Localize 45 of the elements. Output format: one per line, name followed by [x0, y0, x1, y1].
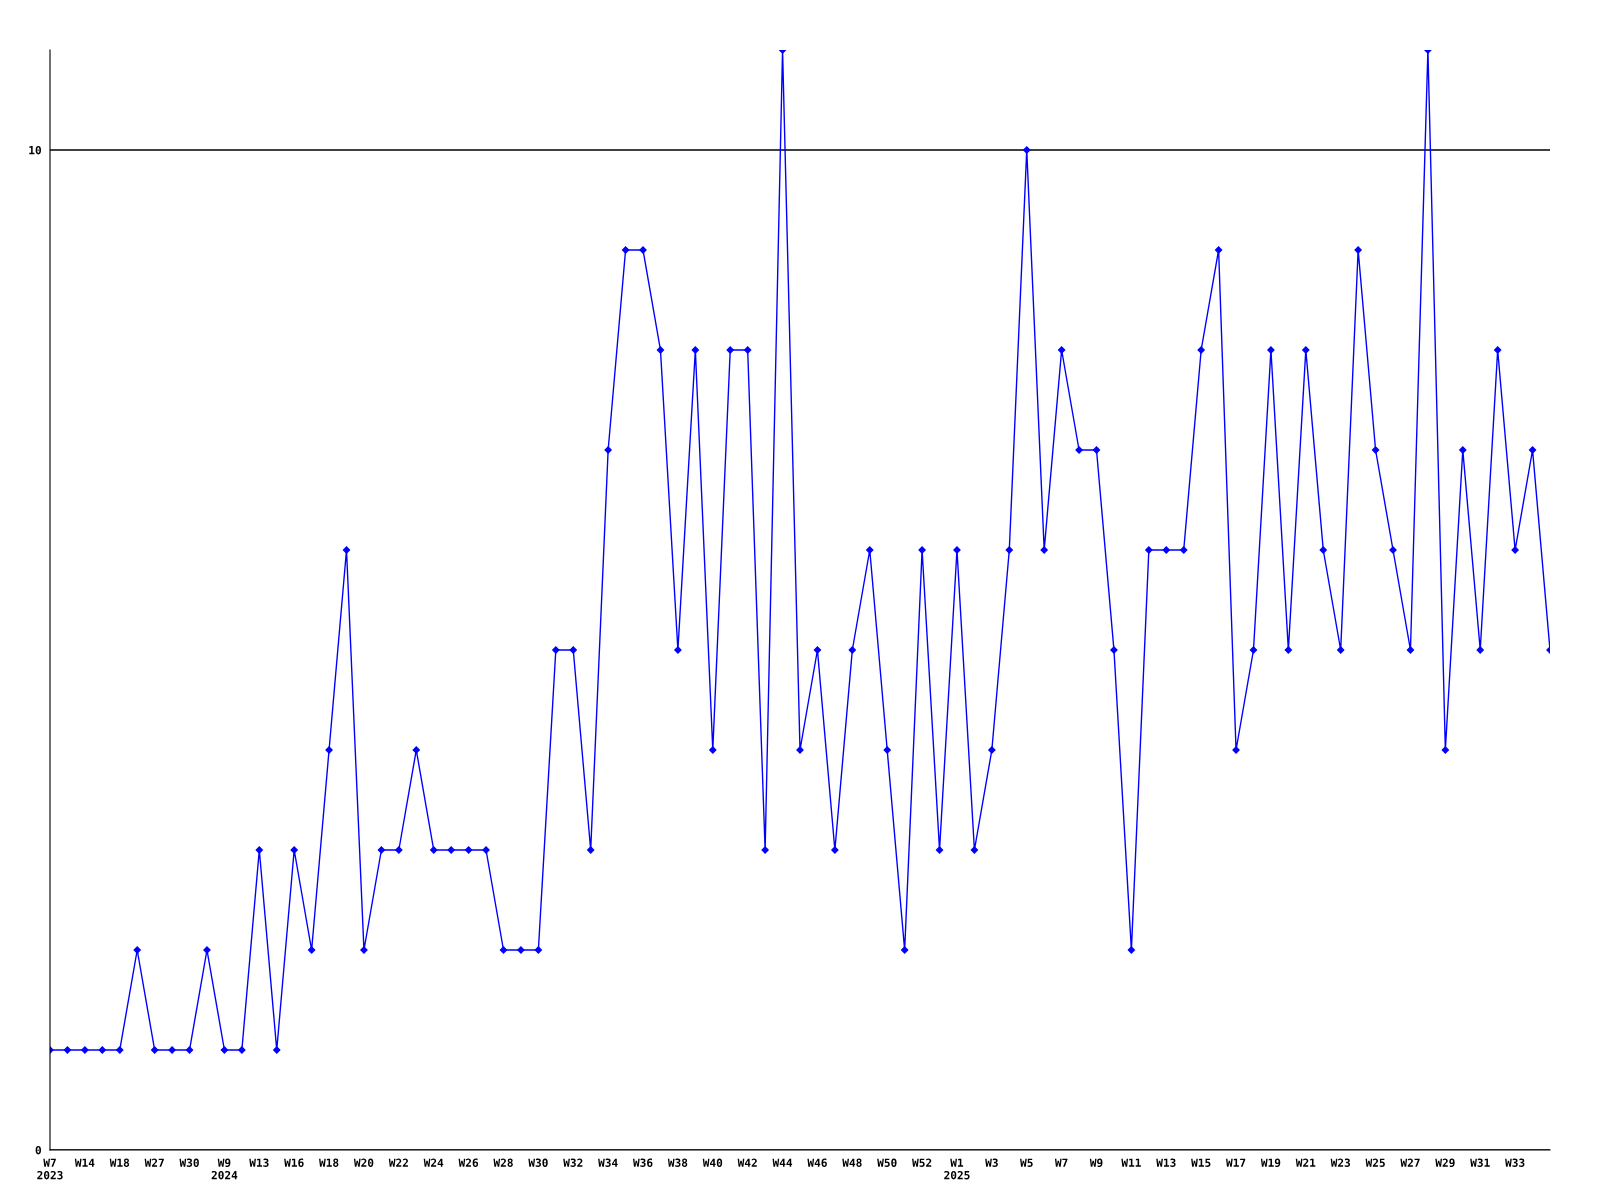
x-tick-label: W19 [1260, 1158, 1281, 1167]
x-tick-label: W48 [842, 1158, 862, 1167]
x-tick-label: W9 [1089, 1158, 1103, 1167]
x-tick-label: W20 [353, 1158, 374, 1167]
x-tick-label: W31 [1470, 1158, 1490, 1167]
x-tick-label: W44 [772, 1158, 793, 1167]
x-tick-label: W38 [667, 1158, 688, 1167]
x-tick-label: W3 [985, 1158, 998, 1167]
x-tick-label: W18 [109, 1158, 130, 1167]
x-tick-label: W27 [1400, 1158, 1420, 1167]
x-tick-label: W29 [1435, 1158, 1455, 1167]
x-tick-label: W13 [249, 1158, 269, 1167]
x-tick-label: W46 [807, 1158, 827, 1167]
x-tick-label: W21 [1295, 1158, 1316, 1167]
x-tick-label: W40 [702, 1158, 723, 1167]
x-tick-label: W52 [912, 1158, 932, 1167]
x-tick-label: W27 [144, 1158, 164, 1167]
x-tick-label: W18 [319, 1158, 339, 1167]
x-tick-label: W22 [388, 1158, 408, 1167]
x-tick-label: W50 [877, 1158, 897, 1167]
x-tick-label: W23 [1330, 1158, 1351, 1167]
x-tick-label: W42 [737, 1158, 757, 1167]
x-tick-label: W36 [632, 1158, 653, 1167]
x-tick-label: W7 [1054, 1158, 1068, 1167]
x-tick-label: W11 [1121, 1158, 1141, 1167]
x-tick-label: W9 2024 [211, 1158, 238, 1180]
x-tick-label: W30 [179, 1158, 199, 1167]
x-tick-label: W13 [1156, 1158, 1176, 1167]
x-tick-label: W15 [1191, 1158, 1211, 1167]
x-tick-label: W17 [1226, 1158, 1246, 1167]
x-tick-label: W14 [74, 1158, 95, 1167]
x-tick-label: W26 [458, 1158, 479, 1167]
x-tick-label: W30 [528, 1158, 548, 1167]
x-tick-label: W1 2025 [944, 1158, 970, 1180]
y-tick-label: 10 [29, 145, 41, 155]
y-tick-label: 0 [35, 1145, 41, 1155]
x-tick-label: W7 2023 [37, 1158, 63, 1180]
x-tick-label: W28 [493, 1158, 513, 1167]
x-tick-label: W25 [1365, 1158, 1385, 1167]
x-tick-label: W5 [1020, 1158, 1033, 1167]
x-tick-label: W32 [563, 1158, 583, 1167]
x-tick-label: W24 [423, 1158, 444, 1167]
x-tick-label: W33 [1505, 1158, 1525, 1167]
x-tick-label: W34 [598, 1158, 618, 1167]
x-tick-label: W16 [284, 1158, 304, 1167]
